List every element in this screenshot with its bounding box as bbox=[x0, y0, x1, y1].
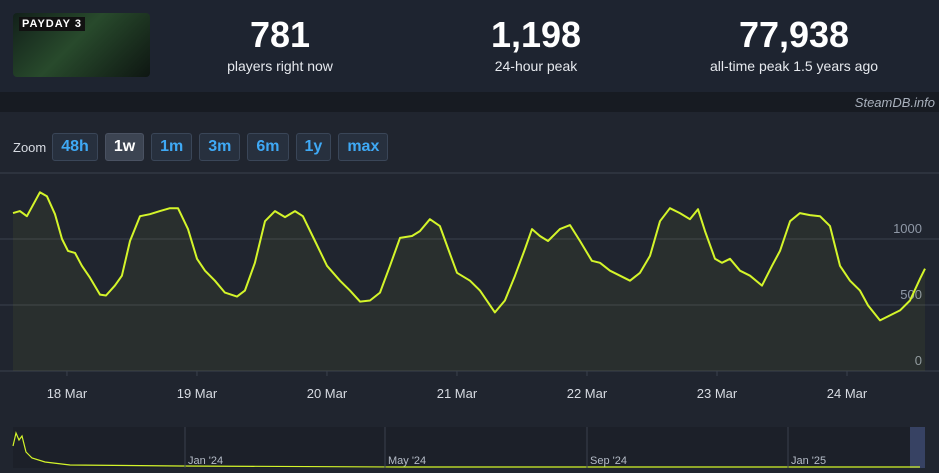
zoom-bar: Zoom 48h 1w 1m 3m 6m 1y max bbox=[13, 133, 395, 161]
zoom-button[interactable]: 1w bbox=[104, 133, 145, 161]
header: PAYDAY 3 781 players right now 1,198 24-… bbox=[0, 0, 939, 92]
stat: 1,198 24-hour peak bbox=[436, 14, 636, 74]
stat: 77,938 all-time peak 1.5 years ago bbox=[674, 14, 914, 74]
zoom-button[interactable]: 1y bbox=[295, 133, 332, 161]
zoom-button[interactable]: 48h bbox=[52, 133, 98, 161]
stat-value: 781 bbox=[249, 14, 311, 55]
navigator-window bbox=[910, 427, 925, 468]
navigator-label: Sep '24 bbox=[590, 455, 627, 467]
stat-label: 24-hour peak bbox=[494, 58, 578, 74]
line bbox=[12, 191, 926, 322]
navigator-line bbox=[12, 431, 920, 468]
x-tick-label: 20 Mar bbox=[307, 386, 348, 401]
chart-panel: Zoom 48h 1w 1m 3m 6m 1y max bbox=[0, 112, 939, 473]
stat-value: 77,938 bbox=[738, 14, 850, 55]
zoom-button[interactable]: 1m bbox=[151, 133, 193, 161]
x-tick-label: 22 Mar bbox=[567, 386, 608, 401]
stat-label: all-time peak 1.5 years ago bbox=[709, 58, 879, 74]
x-tick-label: 24 Mar bbox=[827, 386, 868, 401]
y-tick-label: 500 bbox=[900, 287, 922, 302]
stat: 781 players right now bbox=[180, 14, 380, 74]
x-tick-label: 21 Mar bbox=[437, 386, 478, 401]
navigator-bg bbox=[13, 427, 925, 468]
zoom-button[interactable]: max bbox=[338, 133, 389, 161]
source: SteamDB.info bbox=[854, 95, 935, 110]
navigator-label: May '24 bbox=[388, 455, 426, 467]
y-tick-label: 0 bbox=[915, 353, 922, 368]
source-strip: SteamDB.info bbox=[0, 92, 939, 112]
zoom-button[interactable]: 6m bbox=[247, 133, 289, 161]
x-tick-label: 19 Mar bbox=[177, 386, 218, 401]
logo-text: PAYDAY 3 bbox=[19, 17, 85, 31]
game-logo: PAYDAY 3 bbox=[13, 13, 150, 77]
stat-value: 1,198 bbox=[490, 14, 582, 55]
line-area bbox=[13, 192, 925, 371]
navigator-label: Jan '24 bbox=[188, 455, 223, 467]
x-tick-label: 18 Mar bbox=[47, 386, 88, 401]
x-tick-label: 23 Mar bbox=[697, 386, 738, 401]
zoom-label: Zoom bbox=[13, 139, 47, 155]
stat-label: players right now bbox=[227, 58, 333, 74]
zoom-button[interactable]: 3m bbox=[199, 133, 241, 161]
y-tick-label: 1000 bbox=[893, 221, 922, 236]
navigator-label: Jan '25 bbox=[791, 455, 826, 467]
